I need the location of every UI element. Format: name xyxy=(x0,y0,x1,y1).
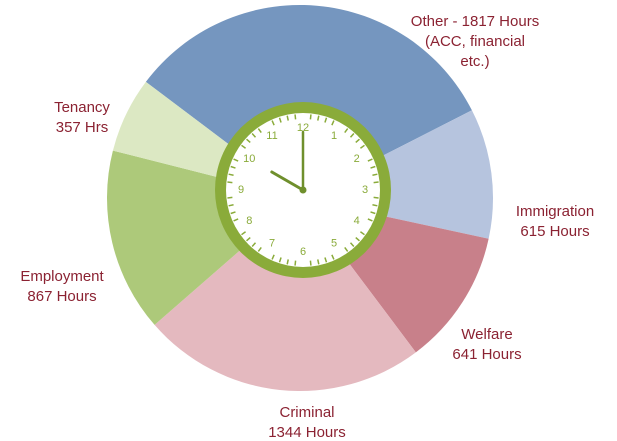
clock-tick xyxy=(309,260,312,266)
clock-number: 9 xyxy=(238,184,244,196)
pie-slice xyxy=(154,198,416,391)
clock-number: 12 xyxy=(297,122,309,134)
clock-tick xyxy=(271,120,275,126)
label-line: Welfare xyxy=(461,326,512,343)
pie-slice xyxy=(145,5,472,199)
clock-tick xyxy=(324,117,328,123)
clock-tick xyxy=(228,204,234,207)
clock-tick xyxy=(278,257,282,263)
clock-tick xyxy=(344,128,349,134)
clock-tick xyxy=(324,257,328,263)
slice-label: Other - 1817 Hours (ACC, financial etc.) xyxy=(411,13,539,70)
clock-number: 2 xyxy=(354,153,360,165)
slice-label: Immigration 615 Hours xyxy=(516,203,594,240)
clock-tick xyxy=(355,236,360,242)
clock-tick xyxy=(344,246,349,252)
clock-tick xyxy=(233,158,239,162)
clock-tick xyxy=(370,165,376,169)
clock-tick xyxy=(355,138,360,144)
clock-hand xyxy=(270,170,305,192)
clock-tick xyxy=(246,236,251,242)
label-line: 615 Hours xyxy=(520,223,589,240)
clock-number: 8 xyxy=(246,215,252,227)
label-line: Other - 1817 Hours xyxy=(411,13,539,30)
clock-tick xyxy=(372,173,378,176)
clock-tick xyxy=(367,158,373,162)
slice-label: Employment 867 Hours xyxy=(20,268,104,305)
label-line: 641 Hours xyxy=(452,346,521,363)
slice-label: Welfare 641 Hours xyxy=(452,326,521,363)
clock-pivot xyxy=(299,186,307,194)
clock-tick xyxy=(373,181,379,184)
clock-tick xyxy=(257,246,262,252)
clock-tick xyxy=(286,259,289,265)
clock-tick xyxy=(230,211,236,215)
clock-number: 10 xyxy=(243,153,255,165)
clock-tick xyxy=(278,117,282,123)
clock-tick xyxy=(294,260,297,266)
clock-number: 6 xyxy=(300,246,306,258)
label-line: Criminal xyxy=(279,404,334,421)
clock-tick xyxy=(241,144,247,149)
clock-tick xyxy=(331,120,335,126)
clock-tick xyxy=(228,173,234,176)
clock-tick xyxy=(359,144,365,149)
label-line: Tenancy xyxy=(54,99,110,116)
clock-tick xyxy=(286,115,289,121)
clock-tick xyxy=(227,196,233,199)
label-line: (ACC, financial xyxy=(425,33,525,50)
clock-tick xyxy=(251,242,257,247)
clock-tick xyxy=(246,138,251,144)
clock-tick xyxy=(349,242,355,247)
clock-tick xyxy=(370,211,376,215)
clock-number: 11 xyxy=(266,130,277,142)
clock-number: 1 xyxy=(331,130,337,142)
label-line: 1344 Hours xyxy=(268,424,346,441)
clock-tick xyxy=(271,254,275,260)
clock-tick xyxy=(359,231,365,236)
clock-tick xyxy=(294,114,297,120)
clock-tick xyxy=(309,114,312,120)
clock-tick xyxy=(331,254,335,260)
clock-number: 3 xyxy=(362,184,368,196)
clock-tick xyxy=(317,259,320,265)
clock-tick xyxy=(251,133,257,138)
clock-tick xyxy=(367,218,373,222)
clock-tick xyxy=(241,231,247,236)
label-line: 357 Hrs xyxy=(56,119,109,136)
label-line: Employment xyxy=(20,268,104,285)
label-line: 867 Hours xyxy=(27,288,96,305)
clock-tick xyxy=(372,204,378,207)
slice-label: Criminal 1344 Hours xyxy=(268,404,346,441)
clock-tick xyxy=(227,181,233,184)
slice-label: Tenancy 357 Hrs xyxy=(54,99,110,136)
label-line: etc.) xyxy=(460,53,489,70)
clock-tick xyxy=(257,128,262,134)
clock-number: 4 xyxy=(354,215,360,227)
clock-number: 5 xyxy=(331,238,337,250)
clock-tick xyxy=(233,218,239,222)
clock-tick xyxy=(373,196,379,199)
label-line: Immigration xyxy=(516,203,594,220)
clock-tick xyxy=(317,115,320,121)
clock-tick xyxy=(230,165,236,169)
clock-tick xyxy=(349,133,355,138)
clock-number: 7 xyxy=(269,238,275,250)
